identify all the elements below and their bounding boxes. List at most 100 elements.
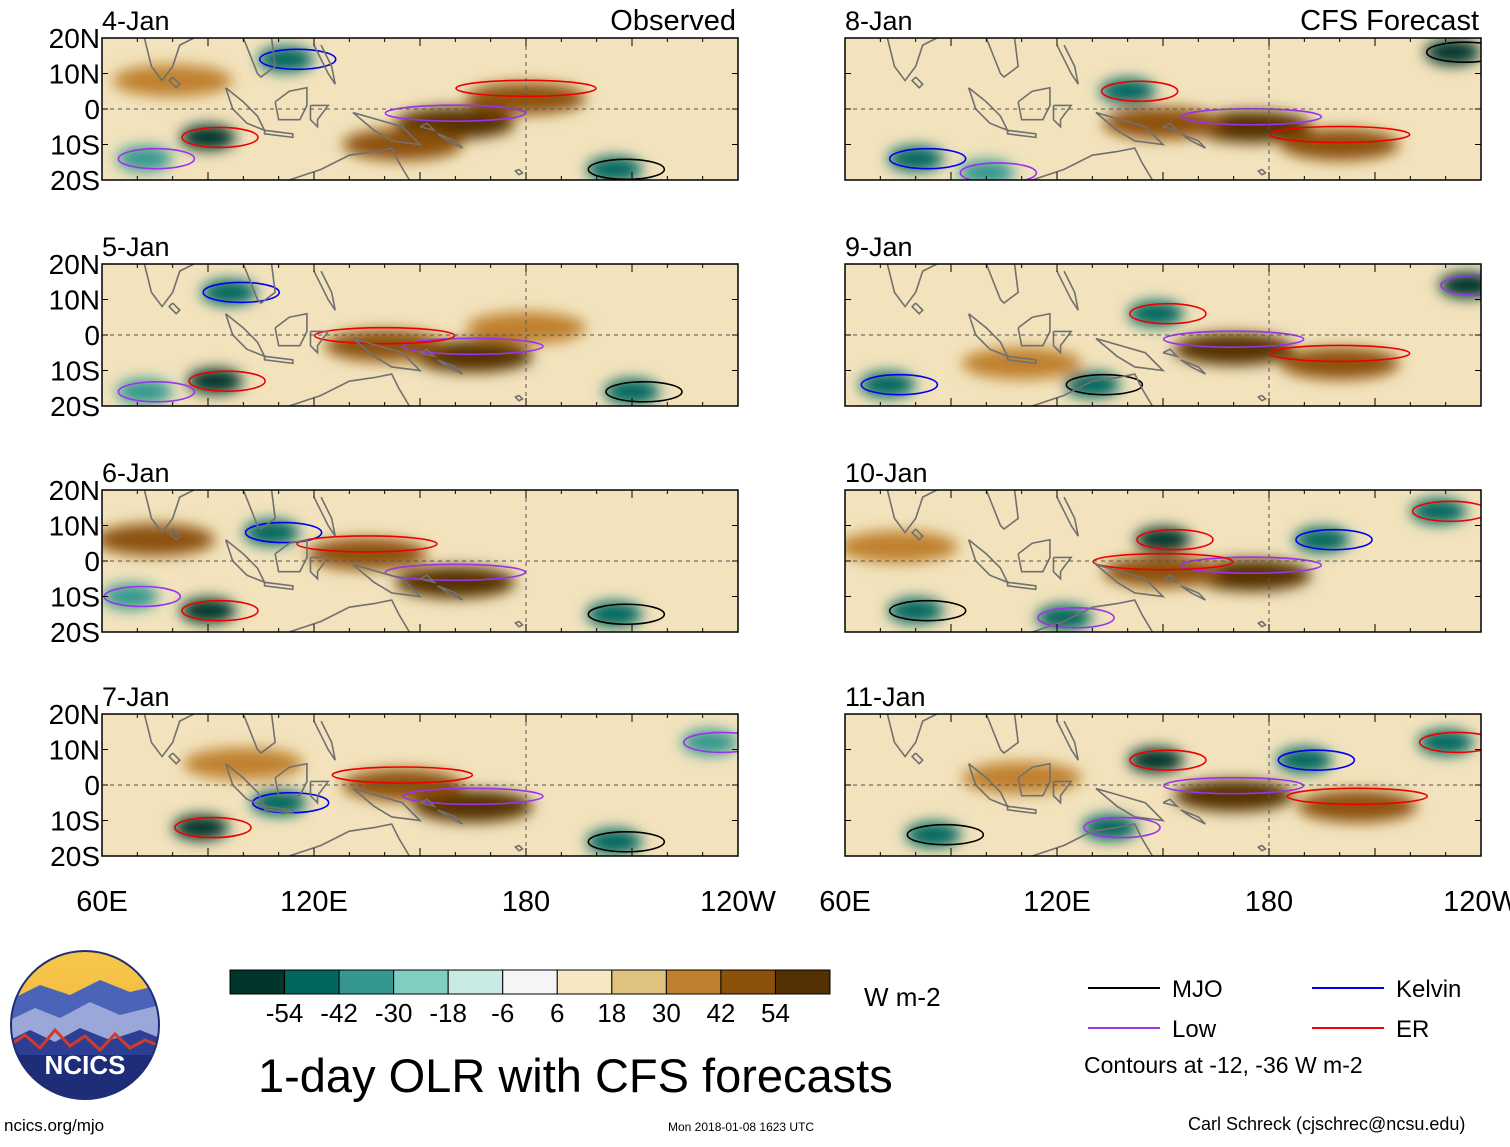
coastline <box>1162 122 1180 132</box>
coastline <box>274 762 308 797</box>
coastline <box>274 538 308 573</box>
coastline <box>313 496 336 537</box>
coastline <box>313 44 336 85</box>
colorbar-swatch <box>720 969 776 995</box>
wave-contour <box>1425 41 1481 63</box>
panel-date-label: 9-Jan <box>845 232 913 262</box>
y-tick-label: 0 <box>84 320 100 351</box>
coastline <box>911 302 924 315</box>
wave-contour <box>1180 556 1323 575</box>
coastline <box>143 264 195 308</box>
coastline <box>263 581 294 591</box>
coastline <box>1052 780 1073 805</box>
colorbar-swatch <box>447 969 504 995</box>
y-tick-label: 20S <box>50 617 100 648</box>
coastline <box>309 104 330 129</box>
wave-contour <box>1286 787 1429 806</box>
wave-contour <box>1411 500 1481 523</box>
panel-6-jan: 6-Jan <box>101 458 739 633</box>
y-tick-label: 0 <box>84 546 100 577</box>
colorbar-swatch <box>774 969 831 995</box>
wave-contour <box>888 599 967 622</box>
dry-anomaly <box>1297 790 1418 823</box>
colorbar-tick-label: -18 <box>429 998 467 1028</box>
panel-date-label: 6-Jan <box>102 458 170 488</box>
coastline <box>263 355 294 365</box>
wave-contour <box>605 380 683 403</box>
dry-anomaly <box>1173 779 1294 812</box>
coastline <box>352 787 423 822</box>
coastline <box>419 348 437 358</box>
coastline <box>985 490 1019 531</box>
wave-contour <box>1136 528 1214 551</box>
coastline <box>1056 44 1079 85</box>
legend-label-low: Low <box>1172 1016 1217 1043</box>
coastline <box>313 720 336 761</box>
x-tick-label: 120E <box>280 886 348 918</box>
coastline <box>437 585 463 601</box>
dry-anomaly <box>466 311 586 344</box>
coastline <box>242 264 276 305</box>
wave-contour <box>402 337 544 356</box>
coastline <box>263 805 294 815</box>
coastline <box>1017 86 1051 121</box>
forecast-header: CFS Forecast <box>1300 5 1479 37</box>
wave-contour <box>244 521 323 544</box>
wave-contour <box>258 48 337 71</box>
coastline <box>1017 538 1051 573</box>
colorbar-swatch <box>665 969 722 995</box>
y-tick-label: 10N <box>49 735 100 766</box>
footer-url[interactable]: ncics.org/mjo <box>4 1116 105 1135</box>
wave-contour <box>202 281 280 304</box>
coastline <box>309 780 330 805</box>
wave-contour <box>313 326 456 345</box>
coastline <box>289 823 411 856</box>
coastline <box>985 714 1019 755</box>
y-tick-label: 20N <box>49 249 100 280</box>
chart-title: 1-day OLR with CFS forecasts <box>258 1049 893 1102</box>
panel-date-label: 4-Jan <box>102 6 170 36</box>
colorbar-swatch <box>556 969 613 995</box>
wave-contour <box>181 126 259 149</box>
coastline <box>274 86 308 121</box>
panel-5-jan: 5-Jan <box>101 232 739 407</box>
coastline <box>274 312 308 347</box>
coastline <box>1095 111 1166 146</box>
coastline <box>514 844 524 852</box>
coastline <box>168 302 181 315</box>
wave-contour <box>384 563 527 582</box>
coastline <box>1056 270 1079 311</box>
coastline <box>886 490 938 534</box>
dry-anomaly <box>102 523 215 556</box>
coastline <box>1095 337 1166 372</box>
y-tick-label: 10S <box>50 356 100 387</box>
coastline <box>242 714 276 755</box>
coastline <box>263 129 294 139</box>
wave-contour <box>296 535 438 553</box>
coastline <box>168 76 181 89</box>
wave-contour <box>1268 344 1411 363</box>
coastline <box>168 528 181 541</box>
colorbar-tick-label: 30 <box>652 998 681 1028</box>
dry-anomaly <box>342 128 463 161</box>
coastline <box>242 490 276 531</box>
x-tick-label: 120W <box>700 886 776 918</box>
panel-9-jan: 9-Jan <box>844 232 1482 407</box>
coastline <box>1257 394 1267 402</box>
colorbar-swatch <box>393 969 449 995</box>
wave-contour <box>1268 125 1411 144</box>
ncics-logo-art <box>11 951 159 1099</box>
y-tick-label: 10S <box>50 582 100 613</box>
x-tick-label: 180 <box>502 886 550 918</box>
coastline <box>1180 359 1206 375</box>
y-tick-label: 10S <box>50 806 100 837</box>
coastline <box>1052 330 1073 355</box>
panel-date-label: 7-Jan <box>102 682 170 712</box>
footer-credit: Carl Schreck (cjschrec@ncsu.edu) <box>1188 1114 1466 1134</box>
coastline <box>419 574 437 584</box>
coastline <box>1056 720 1079 761</box>
coastline <box>352 563 423 598</box>
dry-anomaly <box>307 537 427 570</box>
y-tick-label: 20S <box>50 391 100 422</box>
